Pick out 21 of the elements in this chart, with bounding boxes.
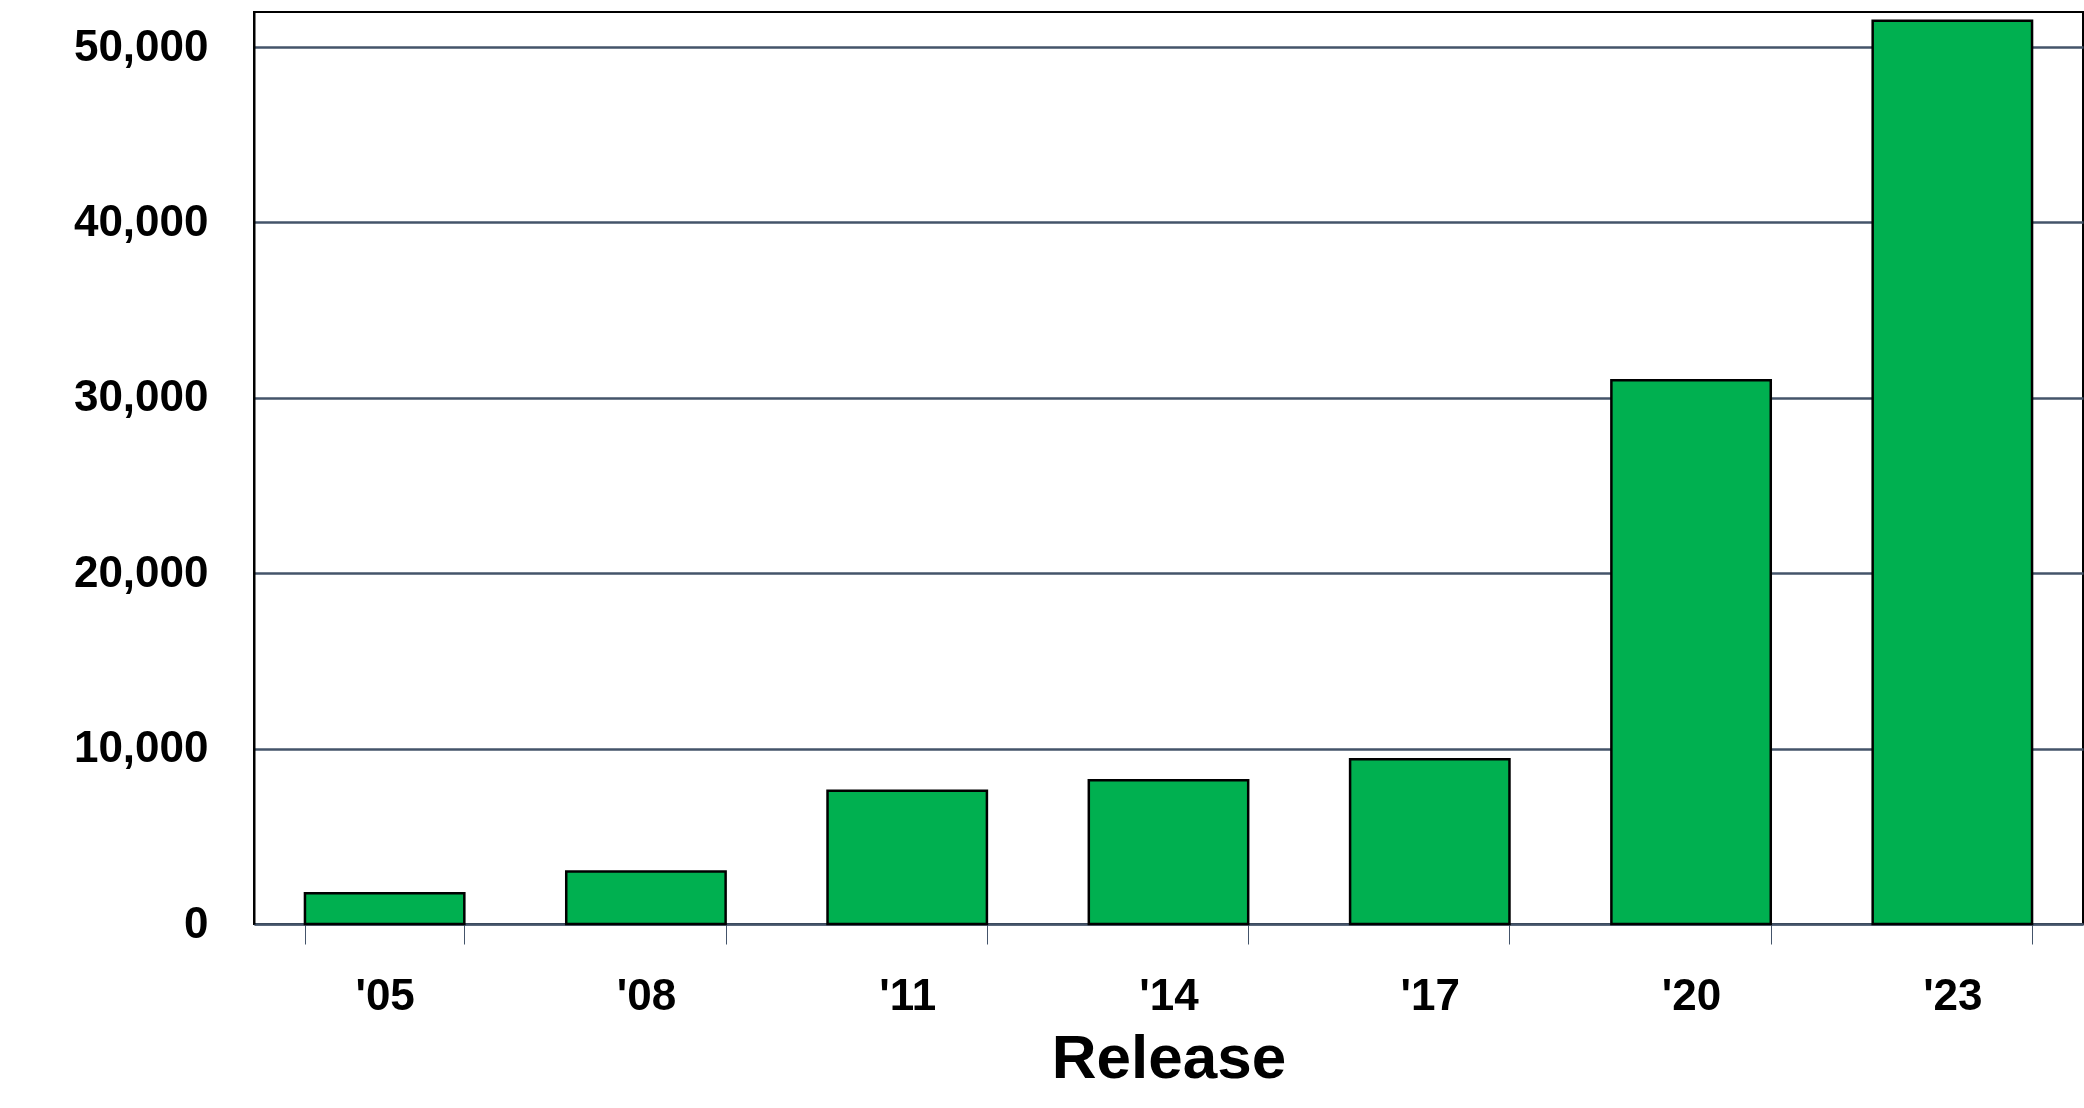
x-tick-label: '05 [355,969,415,1019]
bar [303,892,466,926]
x-tick-label: '23 [1923,969,1983,1019]
bar [1087,778,1250,926]
bar [826,789,989,926]
x-tick-label: '20 [1661,969,1722,1019]
bar [1348,757,1511,926]
x-tick-label: '17 [1400,969,1460,1019]
y-tick-label: 10,000 [73,722,209,772]
y-tick-label: 20,000 [73,546,209,596]
bar [1871,19,2034,926]
bar [564,870,727,926]
x-tick-label: '11 [879,969,937,1019]
y-tick-label: 40,000 [73,195,209,245]
y-tick-label: 30,000 [73,371,209,421]
bar [1610,379,1773,926]
y-tick-label: 50,000 [73,20,209,70]
x-tick-label: '08 [616,969,677,1019]
x-axis-title: Release [1051,1021,1287,1091]
y-tick-label: 0 [184,897,209,947]
x-tick-label: '14 [1139,969,1200,1019]
